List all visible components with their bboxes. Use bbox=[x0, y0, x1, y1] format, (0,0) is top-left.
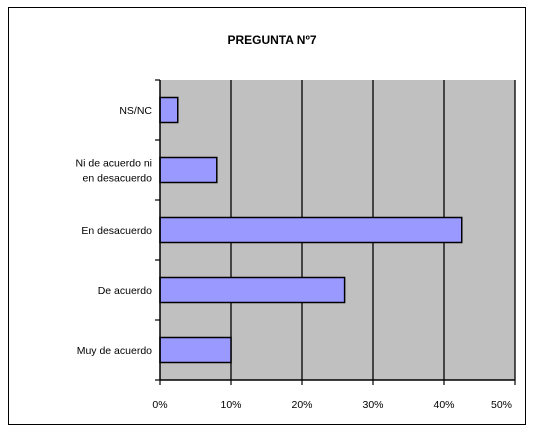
x-tick-label: 30% bbox=[362, 399, 383, 411]
x-tick-label: 50% bbox=[491, 399, 512, 411]
chart-title: PREGUNTA Nº7 bbox=[227, 33, 316, 47]
bar bbox=[159, 96, 179, 124]
bar bbox=[159, 156, 218, 184]
bar bbox=[159, 336, 232, 364]
category-label: Muy de acuerdo bbox=[77, 345, 152, 357]
bar bbox=[159, 276, 346, 304]
category-label: NS/NC bbox=[119, 105, 152, 117]
bar bbox=[159, 216, 463, 244]
x-tick-label: 20% bbox=[291, 399, 312, 411]
x-tick-label: 40% bbox=[433, 399, 454, 411]
category-label: En desacuerdo bbox=[81, 225, 152, 237]
x-tick-label: 10% bbox=[220, 399, 241, 411]
category-label: Ni de acuerdo ni en desacuerdo bbox=[76, 158, 153, 185]
x-tick-label: 0% bbox=[152, 399, 167, 411]
category-label: De acuerdo bbox=[98, 285, 152, 297]
